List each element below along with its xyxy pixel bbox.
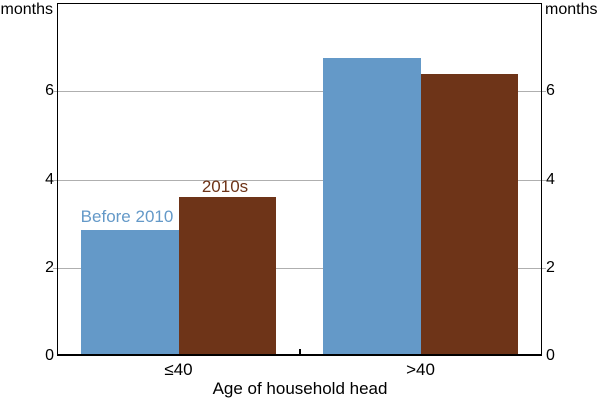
axis-tick-left-6	[53, 91, 57, 93]
y-tick-label-right-4: 4	[546, 170, 555, 188]
axis-tick-left-2	[53, 267, 57, 269]
y-tick-label-right-6: 6	[546, 82, 555, 100]
gridline-6	[57, 91, 542, 93]
x-axis-title: Age of household head	[212, 379, 388, 398]
series-label-before-2010: Before 2010	[80, 207, 174, 226]
axis-tick-right-4	[542, 179, 546, 181]
axis-tick-right-2	[542, 267, 546, 269]
y-axis-unit-right: months	[545, 1, 598, 18]
bar-2010s-gt40	[420, 73, 518, 356]
x-category-label-gt40: >40	[406, 360, 435, 379]
y-tick-label-left-2: 2	[45, 258, 54, 276]
bar-before-2010-gt40	[323, 58, 421, 356]
bar-before-2010-le40	[81, 230, 179, 356]
gridline-4	[57, 179, 542, 181]
y-tick-label-left-4: 4	[45, 170, 54, 188]
x-axis-center-tick	[298, 349, 301, 356]
y-tick-label-left-6: 6	[45, 82, 54, 100]
gridlines-layer	[57, 3, 542, 356]
y-tick-label-right-0: 0	[546, 347, 555, 364]
bar-2010s-le40	[178, 197, 276, 356]
plot-area	[57, 3, 542, 356]
y-tick-label-right-2: 2	[546, 258, 555, 276]
axis-tick-right-6	[542, 91, 546, 93]
x-category-label-le40: ≤40	[164, 360, 193, 379]
series-label-2010s: 2010s	[201, 177, 249, 196]
y-axis-unit-left: months	[0, 1, 53, 18]
y-tick-label-left-0: 0	[45, 347, 54, 364]
gridline-2	[57, 267, 542, 269]
axis-tick-left-4	[53, 179, 57, 181]
